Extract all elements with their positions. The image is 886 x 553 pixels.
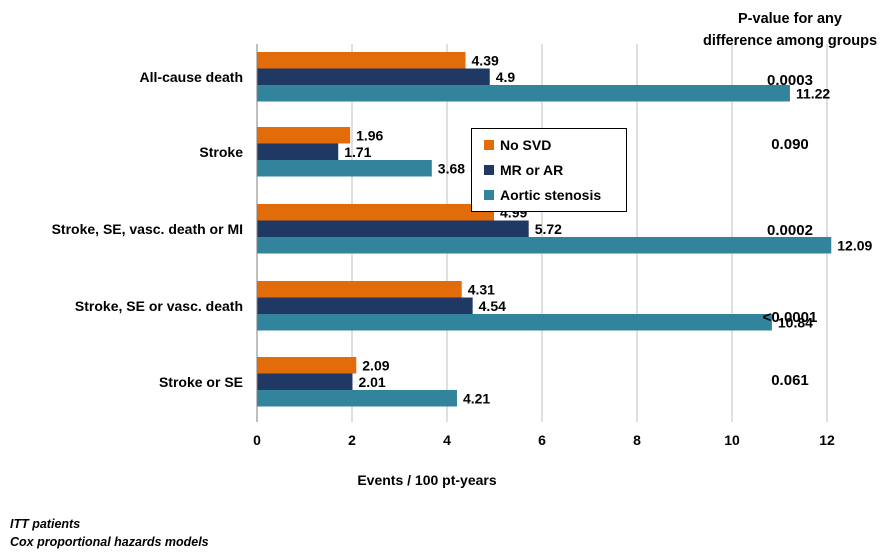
legend-label: MR or AR (500, 162, 564, 178)
pvalue-stroke-se-vasc-death: <0.0001 (762, 309, 818, 326)
bar (257, 314, 772, 331)
bar (257, 281, 462, 298)
x-tick-label: 4 (443, 432, 451, 448)
legend-label: Aortic stenosis (500, 187, 602, 203)
pvalue-header-line2: difference among groups (702, 33, 878, 49)
data-label: 10.84 (778, 315, 813, 331)
bar (257, 297, 473, 314)
data-label: 12.09 (837, 238, 872, 254)
footnote-cox: Cox proportional hazards models (10, 535, 209, 549)
data-label: 4.9 (496, 69, 516, 85)
legend-swatch (484, 165, 494, 175)
data-label: 3.68 (438, 161, 465, 177)
x-tick-label: 8 (633, 432, 641, 448)
legend-item-aortic-stenosis: Aortic stenosis (484, 185, 601, 205)
data-label: 5.72 (535, 221, 562, 237)
data-label: 4.21 (463, 391, 490, 407)
bar (257, 52, 466, 69)
bar (257, 373, 353, 390)
x-axis: 02468101214Events / 100 pt-years (253, 44, 835, 488)
x-tick-label: 2 (348, 432, 356, 448)
legend-item-mr-or-ar: MR or AR (484, 160, 563, 180)
legend-item-no-svd: No SVD (484, 135, 551, 155)
pvalue-stroke: 0.090 (771, 136, 809, 153)
pvalue-header-line1: P-value for any (738, 11, 842, 27)
x-tick-label: 10 (724, 432, 740, 448)
x-tick-label: 12 (819, 432, 835, 448)
bar (257, 68, 490, 85)
x-tick-label: 0 (253, 432, 261, 448)
bar (257, 143, 339, 160)
bar (257, 220, 529, 237)
data-label: 4.54 (479, 298, 506, 314)
data-label: 2.01 (358, 374, 385, 390)
data-label: 1.71 (344, 144, 371, 160)
data-label: 2.09 (362, 358, 389, 374)
legend-swatch (484, 140, 494, 150)
bar (257, 357, 357, 374)
footnote-itt: ITT patients (10, 517, 81, 531)
legend-swatch (484, 190, 494, 200)
category-label: Stroke (199, 144, 243, 160)
category-label: Stroke, SE, vasc. death or MI (52, 221, 243, 237)
pvalue-header: P-value for any difference among groups (700, 8, 880, 52)
data-label: 4.39 (472, 53, 499, 69)
bars (257, 52, 832, 407)
category-label: Stroke, SE or vasc. death (75, 298, 243, 314)
bar (257, 237, 832, 254)
legend-label: No SVD (500, 137, 552, 153)
bar (257, 390, 457, 407)
x-axis-label: Events / 100 pt-years (357, 472, 497, 488)
category-label: All-cause death (140, 69, 243, 85)
data-label: 4.31 (468, 282, 495, 298)
bar (257, 127, 351, 144)
bar (257, 160, 432, 177)
pvalue-all-cause-death: 0.0003 (767, 72, 813, 89)
pvalue-stroke-se-vasc-death-mi: 0.0002 (767, 222, 813, 239)
data-label: 11.22 (796, 86, 830, 102)
bar (257, 204, 495, 221)
bar (257, 85, 790, 102)
labels: 4.394.9 11.22 All-cause death 1.961.71 3.68 S… (52, 53, 873, 407)
chart-legend: No SVD MR or AR Aortic stenosis (471, 128, 627, 212)
pvalue-stroke-or-se: 0.061 (771, 372, 809, 389)
x-tick-label: 6 (538, 432, 546, 448)
category-label: Stroke or SE (159, 374, 243, 390)
data-label: 1.96 (356, 128, 383, 144)
